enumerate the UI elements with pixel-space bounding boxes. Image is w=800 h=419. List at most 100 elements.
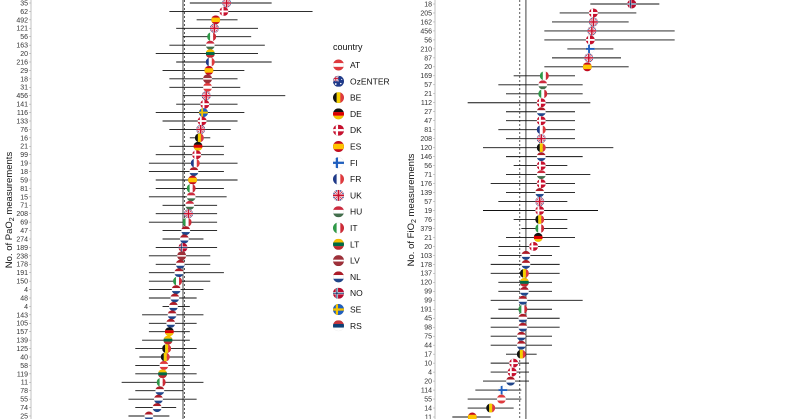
right-y-tick-label: 14 <box>424 405 432 412</box>
right-y-tick-label: 11 <box>425 414 432 419</box>
right-y-tick-label: 20 <box>424 378 432 385</box>
country-legend: country AT OzENTER BE DE DK ES FI FR UK HU IT LT LV N… <box>333 42 390 331</box>
right-flag-point-nl <box>521 251 530 260</box>
left-flag-point-nl <box>169 302 178 311</box>
left-flag-point-uk <box>210 24 219 33</box>
right-y-tick-label: 76 <box>424 217 432 224</box>
right-y-axis-title: No. of FiO2 measurements <box>406 153 418 266</box>
left-flag-point-hu <box>187 192 196 201</box>
legend-flag-se-icon <box>333 304 344 315</box>
right-y-tick-label: 112 <box>421 100 432 107</box>
left-flag-point-nl <box>176 260 185 269</box>
left-flag-point-dk <box>219 7 228 16</box>
right-y-tick-label: 44 <box>424 343 432 350</box>
left-flag-point-uk <box>222 0 231 8</box>
left-y-tick-label: 456 <box>16 93 28 100</box>
legend-label-dk: DK <box>350 125 362 135</box>
right-flag-point-be <box>537 143 546 152</box>
legend-label-uk: UK <box>350 190 362 200</box>
left-y-tick-label: 81 <box>20 186 28 193</box>
left-y-tick-label: 71 <box>20 203 28 210</box>
right-y-tick-label: 19 <box>424 208 432 215</box>
left-flag-point-de <box>194 142 203 151</box>
left-y-axis-title-sub: 2 <box>9 217 16 221</box>
left-flag-point-uk <box>202 91 211 100</box>
legend-label-it: IT <box>350 223 358 233</box>
right-flag-point-dk <box>537 179 546 188</box>
left-flag-point-be <box>161 353 170 362</box>
right-flag-point-be <box>486 404 495 413</box>
left-y-tick-label: 56 <box>20 34 28 41</box>
right-y-tick-label: 47 <box>424 118 432 125</box>
right-y-tick-label: 20 <box>424 64 432 71</box>
right-y-axis-title-pre: No. of <box>406 238 417 266</box>
legend-label-be: BE <box>350 93 362 103</box>
right-flag-point-uk <box>537 134 546 143</box>
right-flag-point-uk <box>587 26 596 35</box>
right-flag-point-es <box>468 413 477 419</box>
left-flag-point-uk <box>196 125 205 134</box>
right-flag-point-nl <box>537 107 546 116</box>
left-y-tick-label: 119 <box>17 371 28 378</box>
legend-flag-uk-icon <box>333 190 344 201</box>
left-y-axis-title-pre: No. of <box>4 240 15 268</box>
left-y-tick-label: 15 <box>20 194 28 201</box>
left-y-tick-label: 141 <box>16 102 28 109</box>
left-panel: 3562492121561632021629183145614111613376… <box>16 0 313 419</box>
left-y-tick-label: 47 <box>20 228 28 235</box>
left-flag-point-es <box>211 15 220 24</box>
left-flag-point-lv <box>203 74 212 83</box>
left-flag-point-nl <box>166 319 175 328</box>
left-y-tick-label: 55 <box>20 397 28 404</box>
left-y-tick-label: 76 <box>20 127 28 134</box>
right-y-tick-label: 162 <box>420 19 432 26</box>
legend-label-nl: NL <box>350 272 361 282</box>
left-flag-point-lt <box>158 369 167 378</box>
left-flag-point-nl <box>181 226 190 235</box>
left-y-tick-label: 18 <box>20 76 28 83</box>
legend-flag-es-icon <box>333 141 344 152</box>
left-y-tick-label: 105 <box>16 321 28 328</box>
left-y-tick-label: 18 <box>20 169 28 176</box>
right-y-axis-title-post: measurements <box>406 153 417 219</box>
left-y-tick-label: 20 <box>20 51 28 58</box>
right-y-tick-label: 120 <box>420 145 432 152</box>
left-flag-point-lt <box>206 49 215 58</box>
left-y-tick-label: 19 <box>20 161 28 168</box>
legend-flag-be-icon <box>333 92 344 103</box>
left-flag-point-nl <box>153 403 162 412</box>
legend-flag-at-icon <box>333 60 344 71</box>
legend-label-at: AT <box>350 60 360 70</box>
right-flag-point-dk <box>529 242 538 251</box>
right-flag-point-dk <box>589 8 598 17</box>
left-flag-point-dk <box>200 100 209 109</box>
left-flag-point-fr <box>191 159 200 168</box>
left-y-tick-label: 69 <box>20 220 28 227</box>
left-y-tick-label: 150 <box>16 279 28 286</box>
left-y-tick-label: 238 <box>16 253 28 260</box>
left-flag-point-es <box>204 66 213 75</box>
right-flag-point-es <box>583 62 592 71</box>
left-flag-point-uk <box>184 209 193 218</box>
legend-label-fr: FR <box>350 174 361 184</box>
right-y-tick-label: 176 <box>420 181 432 188</box>
right-y-tick-label: 20 <box>424 244 432 251</box>
legend-flag-oz-icon <box>333 76 344 87</box>
left-y-axis-title: No. of PaO2 measurements <box>4 152 16 269</box>
right-flag-point-no <box>627 0 636 9</box>
right-flag-point-nl <box>537 152 546 161</box>
right-y-tick-label: 57 <box>424 199 432 206</box>
left-flag-point-dk <box>192 150 201 159</box>
right-y-tick-label: 75 <box>424 334 432 341</box>
right-y-tick-label: 137 <box>420 271 432 278</box>
right-flag-point-fr <box>537 125 546 134</box>
right-flag-point-lt <box>520 278 529 287</box>
right-y-tick-label: 71 <box>424 172 432 179</box>
left-y-tick-label: 59 <box>20 177 28 184</box>
legend-flag-rs-icon <box>333 320 344 331</box>
left-flag-point-it <box>173 277 182 286</box>
right-y-tick-label: 81 <box>424 127 432 134</box>
right-flag-point-dk <box>586 35 595 44</box>
right-y-tick-label: 17 <box>424 352 432 359</box>
